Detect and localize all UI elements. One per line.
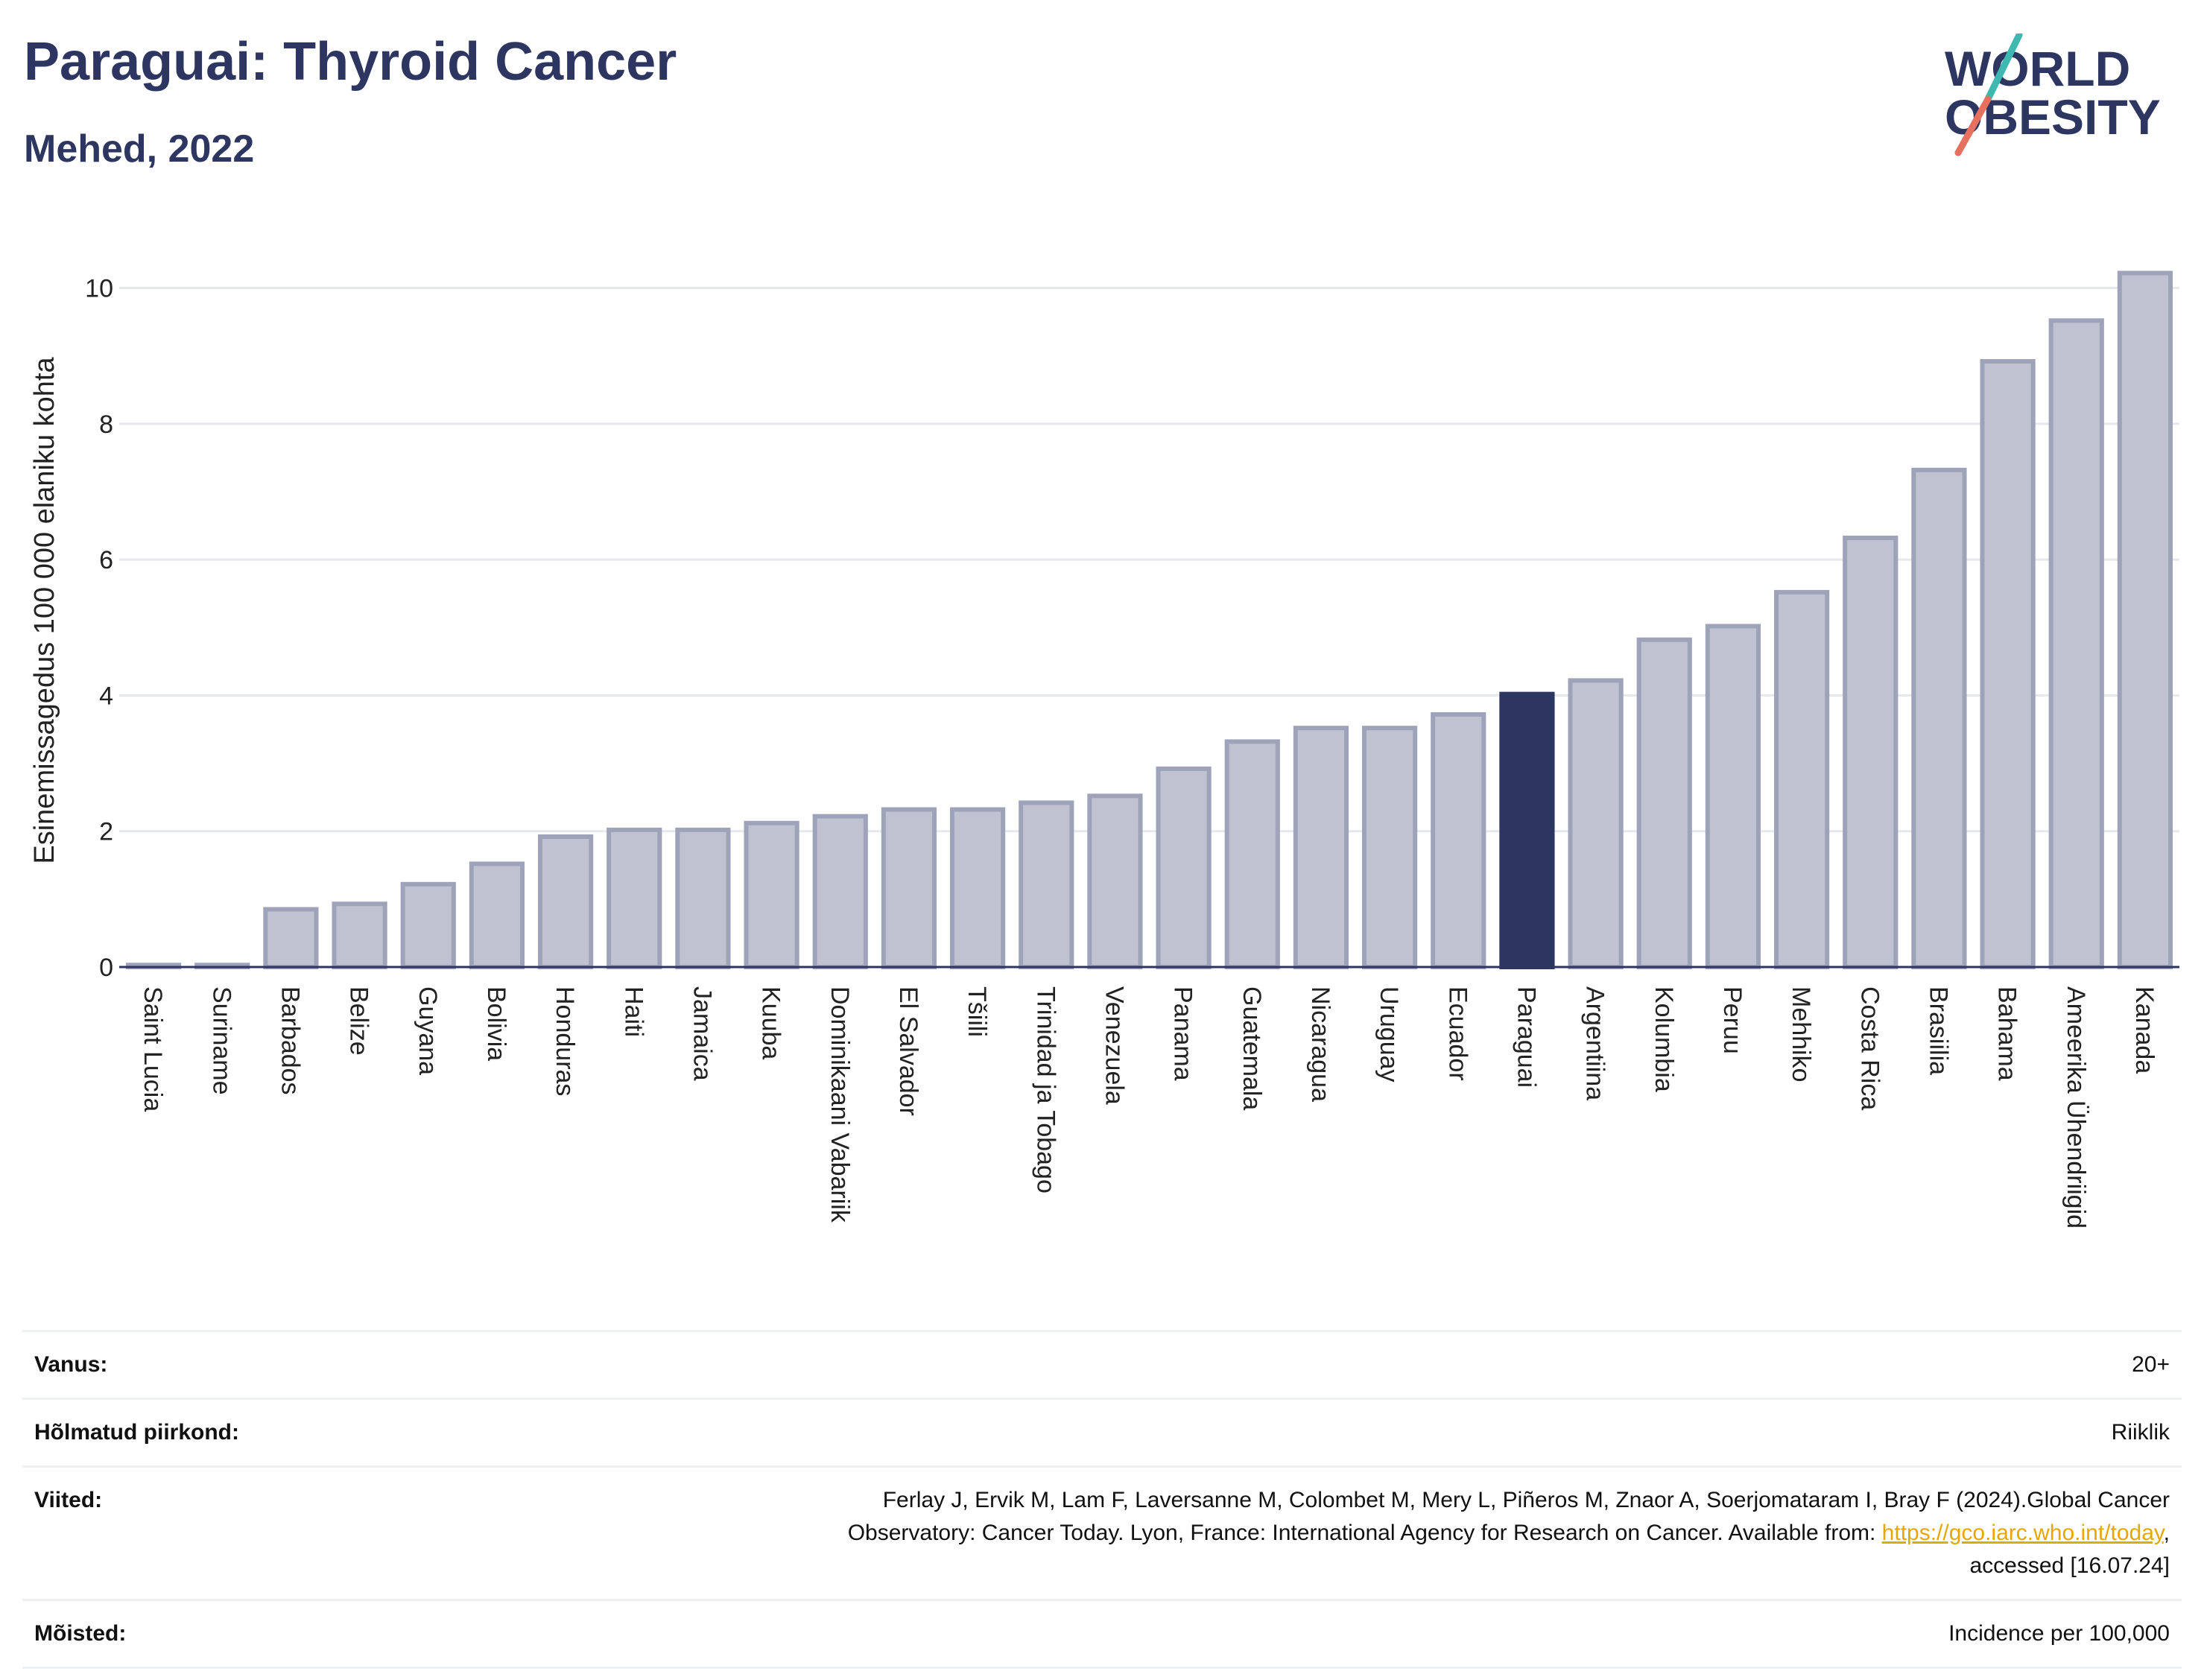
bar-argentiina xyxy=(1568,678,1624,969)
x-tick-label: Dominikaani Vabariik xyxy=(826,986,854,1223)
x-tick-label: Guatemala xyxy=(1238,986,1266,1110)
logo-slash-red xyxy=(1954,95,1992,156)
bar-costa-rica xyxy=(1843,535,1899,969)
axis-layer: 0 2 4 6 8 10 Esinemissagedus 100 000 elaniku k… xyxy=(29,275,2179,982)
region-value: Riiklik xyxy=(285,1398,2182,1467)
x-tick-label: Barbados xyxy=(276,986,304,1095)
info-row-references: Viited: Ferlay J, Ervik M, Lam F, Lavers… xyxy=(22,1465,2182,1600)
bar-panama xyxy=(1156,766,1212,969)
bar-venezuela xyxy=(1087,793,1143,969)
x-tick-label: Bahama xyxy=(1993,986,2021,1081)
x-tick-label: Tšiili xyxy=(963,986,991,1037)
x-tick-label: Jamaica xyxy=(688,986,716,1081)
x-tick-label: Venezuela xyxy=(1100,986,1128,1105)
bar-trinidad-ja-tobago xyxy=(1019,800,1074,969)
bar-uruguay xyxy=(1361,726,1418,969)
bar-haiti xyxy=(607,827,662,969)
grid-layer xyxy=(119,287,2179,833)
references-line-3: accessed [16.07.24] xyxy=(1969,1553,2170,1578)
references-line-2: Observatory: Cancer Today. Lyon, France:… xyxy=(847,1521,1882,1545)
y-tick-label: 4 xyxy=(99,682,113,710)
x-tick-label: Bolivia xyxy=(482,986,510,1061)
references-text: Ferlay J, Ervik M, Lam F, Laversanne M, … xyxy=(285,1465,2182,1600)
x-tick-label: Peruu xyxy=(1718,986,1747,1054)
x-tick-label: Brasiilia xyxy=(1924,986,1952,1075)
x-tick-label: Panama xyxy=(1169,986,1197,1081)
x-tick-label: Uruguay xyxy=(1375,986,1403,1083)
x-tick-label: Costa Rica xyxy=(1855,986,1884,1110)
bar-kanada xyxy=(2117,270,2173,969)
bar-honduras xyxy=(537,834,594,970)
bar-paraguai xyxy=(1499,691,1555,969)
x-tick-label: Kanada xyxy=(2130,986,2159,1074)
page-title: Paraguai: Thyroid Cancer xyxy=(24,32,677,92)
x-tick-label: Ecuador xyxy=(1443,986,1472,1081)
y-tick-label: 6 xyxy=(99,546,113,574)
references-line-1: Ferlay J, Ervik M, Lam F, Laversanne M, … xyxy=(882,1488,2170,1512)
references-link[interactable]: https://gco.iarc.who.int/today xyxy=(1881,1521,2164,1545)
y-axis-title: Esinemissagedus 100 000 elaniku kohta xyxy=(29,357,60,864)
info-row-region: Hõlmatud piirkond: Riiklik xyxy=(22,1398,2182,1467)
bar-guyana xyxy=(400,881,456,970)
age-value: 20+ xyxy=(285,1330,2182,1399)
y-tick-label: 0 xyxy=(99,954,113,982)
x-tick-label: Nicaragua xyxy=(1306,986,1334,1102)
bar-kolumbia xyxy=(1636,637,1692,969)
logo-text-world: WORLD xyxy=(1945,41,2130,96)
x-tick-label: Kuuba xyxy=(757,986,785,1059)
x-tick-label: Saint Lucia xyxy=(139,986,167,1112)
logo-slash-teal xyxy=(1984,34,2023,103)
bar-tšiili xyxy=(949,807,1006,970)
bar-ecuador xyxy=(1431,711,1486,969)
x-tick-label: Guyana xyxy=(414,986,442,1075)
definitions-label: Mõisted: xyxy=(22,1599,285,1669)
bar-dominikaani-vabariik xyxy=(812,814,868,969)
x-tick-label: Haiti xyxy=(619,986,647,1037)
x-tick-label: Honduras xyxy=(551,986,579,1096)
bar-jamaica xyxy=(675,827,731,969)
age-label: Vanus: xyxy=(22,1330,285,1399)
label-layer: Saint Lucia Suriname Barbados Belize Guyana B… xyxy=(139,986,2159,1229)
x-tick-label: Suriname xyxy=(207,986,235,1095)
bar-barbados xyxy=(263,907,319,969)
y-tick-label: 8 xyxy=(99,411,113,439)
bar-kuuba xyxy=(744,820,799,970)
bar-mehhiko xyxy=(1773,589,1830,969)
bar-nicaragua xyxy=(1293,726,1349,969)
info-table: Vanus: 20+ Hõlmatud piirkond: Riiklik Vi… xyxy=(22,1330,2182,1669)
page-subtitle: Mehed, 2022 xyxy=(24,127,255,171)
info-row-definitions: Mõisted: Incidence per 100,000 xyxy=(22,1599,2182,1669)
region-label: Hõlmatud piirkond: xyxy=(22,1398,285,1467)
bar-brasiilia xyxy=(1911,467,1967,969)
x-tick-label: Trinidad ja Tobago xyxy=(1031,986,1060,1194)
x-tick-label: Kolumbia xyxy=(1650,986,1678,1092)
bar-belize xyxy=(332,901,387,969)
x-tick-label: El Salvador xyxy=(894,986,922,1116)
bar-guatemala xyxy=(1224,739,1280,969)
x-tick-label: Belize xyxy=(345,986,373,1056)
x-tick-label: Paraguai xyxy=(1512,986,1540,1088)
x-tick-label: Argentiina xyxy=(1581,986,1609,1100)
bar-chart: 0 2 4 6 8 10 Esinemissagedus 100 000 elaniku k… xyxy=(29,270,2179,1229)
info-row-age: Vanus: 20+ xyxy=(22,1330,2182,1399)
x-tick-label: Ameerika Ühendriigid xyxy=(2062,986,2090,1229)
x-tick-label: Mehhiko xyxy=(1787,986,1815,1083)
y-tick-label: 2 xyxy=(99,818,113,846)
bar-peruu xyxy=(1705,624,1761,969)
bar-bahama xyxy=(1980,359,2036,969)
references-label: Viited: xyxy=(22,1465,285,1600)
bar-ameerika-ühendriigid xyxy=(2048,318,2104,969)
definitions-value: Incidence per 100,000 xyxy=(285,1599,2182,1669)
world-obesity-logo: WORLD OBESITY xyxy=(1945,34,2161,156)
bar-el-salvador xyxy=(881,807,937,970)
bar-layer xyxy=(125,270,2173,970)
y-tick-label: 10 xyxy=(85,275,113,303)
bar-bolivia xyxy=(469,861,525,969)
